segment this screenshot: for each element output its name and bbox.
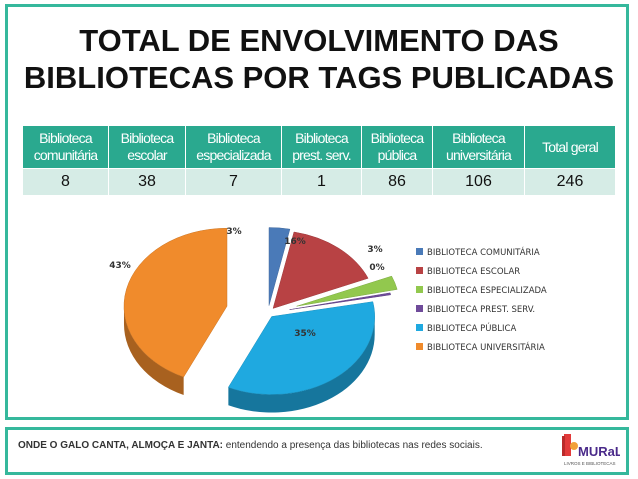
header-total-geral: Total geral <box>524 125 616 169</box>
legend-label-4: BIBLIOTECA PÚBLICA <box>427 322 516 334</box>
pie-label-3: 0% <box>369 263 384 273</box>
value-total-geral: 246 <box>524 168 616 196</box>
pie-slice-3 <box>289 292 391 310</box>
footer-bar <box>5 427 629 475</box>
pie-label-2: 3% <box>367 245 382 255</box>
pie-slice-4 <box>227 301 375 413</box>
slide-frame <box>5 4 629 420</box>
header-universitaria: Biblioteca universitária <box>432 125 525 169</box>
pie-slice-2 <box>296 275 398 307</box>
pie-label-0: 3% <box>226 227 241 237</box>
svg-text:MURaL: MURaL <box>578 444 620 459</box>
slide-title: TOTAL DE ENVOLVIMENTO DAS BIBLIOTECAS PO… <box>8 22 630 96</box>
table-values-row: 8 38 7 1 86 106 246 <box>22 168 616 196</box>
legend-swatch-3 <box>416 305 423 312</box>
value-publica: 86 <box>361 168 433 196</box>
legend-swatch-5 <box>416 343 423 350</box>
pie-slice-1 <box>272 231 369 309</box>
legend-label-1: BIBLIOTECA ESCOLAR <box>427 267 520 277</box>
pie-label-4: 35% <box>294 329 316 339</box>
title-line-2: BIBLIOTECAS POR TAGS PUBLICADAS <box>23 60 615 95</box>
svg-text:LIVROS E BIBLIOTECAS: LIVROS E BIBLIOTECAS <box>564 461 616 466</box>
value-universitaria: 106 <box>432 168 525 196</box>
legend-label-3: BIBLIOTECA PREST. SERV. <box>427 305 535 315</box>
legend-swatch-1 <box>416 267 423 274</box>
value-escolar: 38 <box>108 168 186 196</box>
mural-logo: MURaL LIVROS E BIBLIOTECAS <box>562 434 620 466</box>
pie-slice-5 <box>123 227 228 395</box>
footer-caption: ONDE O GALO CANTA, ALMOÇA E JANTA: enten… <box>18 440 483 451</box>
table-header-row: Biblioteca comunitária Biblioteca escolar … <box>22 125 616 169</box>
footer-bold: ONDE O GALO CANTA, ALMOÇA E JANTA: <box>18 440 223 451</box>
tags-table: Biblioteca comunitária Biblioteca escolar … <box>22 125 616 196</box>
value-prest-serv: 1 <box>281 168 362 196</box>
legend-label-0: BIBLIOTECA COMUNITÁRIA <box>427 246 540 258</box>
header-especializada: Biblioteca especializada <box>185 125 282 169</box>
pie-slice-0 <box>268 227 291 306</box>
value-especializada: 7 <box>185 168 282 196</box>
legend-swatch-2 <box>416 286 423 293</box>
title-line-1: TOTAL DE ENVOLVIMENTO DAS <box>79 23 559 58</box>
header-prest-serv: Biblioteca prest. serv. <box>281 125 362 169</box>
pie-label-5: 43% <box>109 261 131 271</box>
legend-swatch-4 <box>416 324 423 331</box>
legend-label-2: BIBLIOTECA ESPECIALIZADA <box>427 286 547 296</box>
pie-label-1: 16% <box>284 237 306 247</box>
value-comunitaria: 8 <box>22 168 109 196</box>
legend-swatch-0 <box>416 248 423 255</box>
header-publica: Biblioteca pública <box>361 125 433 169</box>
legend-label-5: BIBLIOTECA UNIVERSITÁRIA <box>427 341 545 353</box>
footer-subtitle: entendendo a presença das bibliotecas na… <box>225 440 483 451</box>
